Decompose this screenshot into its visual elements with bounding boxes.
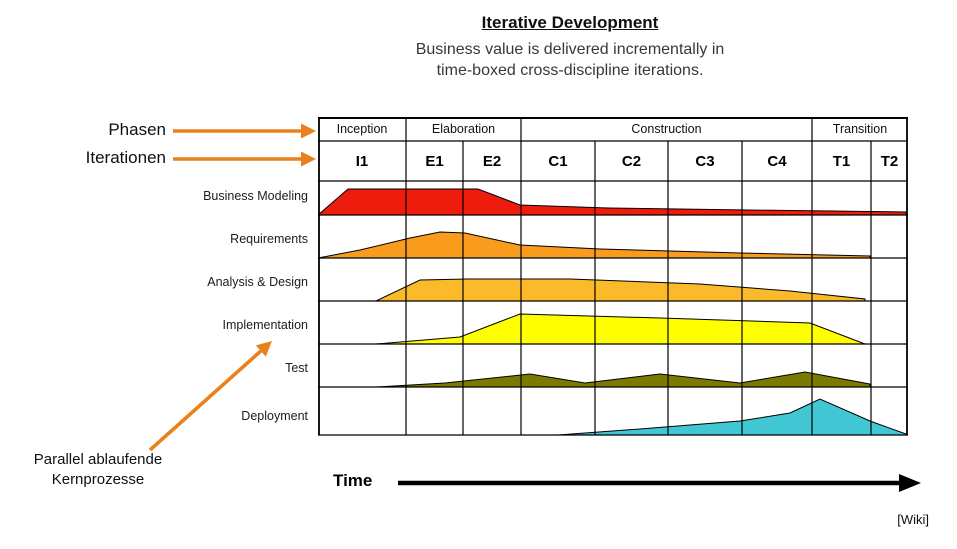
iteration-cell-t1: T1	[832, 152, 851, 170]
iteration-cell-e1: E1	[425, 152, 444, 170]
phasen-label: Phasen	[108, 120, 166, 139]
parallel-processes-label: Parallel ablaufende Kernprozesse	[4, 450, 192, 490]
phase-cell-inception: Inception	[336, 122, 388, 136]
diagram-title: Iterative Development	[481, 13, 659, 32]
phase-cell-elaboration: Elaboration	[431, 122, 496, 136]
hump-requirements	[318, 231, 871, 259]
discipline-label-implementation: Implementation	[222, 318, 308, 332]
discipline-label-test: Test	[285, 361, 308, 375]
hump-deployment	[557, 398, 907, 436]
rup-hump-chart: Inception Elaboration Construction Transiti…	[318, 117, 908, 440]
phase-cell-construction: Construction	[631, 122, 702, 136]
hump-business-modeling	[318, 188, 907, 216]
parallel-label-line2: Kernprozesse	[51, 471, 145, 488]
time-label: Time	[333, 471, 373, 490]
iteration-cell-c2: C2	[621, 152, 642, 170]
source-citation: [Wiki]	[897, 512, 929, 527]
discipline-label-requirements: Requirements	[230, 232, 308, 246]
title-block: Iterative Development Business value is …	[255, 13, 885, 81]
parallel-label-line1: Parallel ablaufende	[33, 451, 163, 468]
iteration-cell-c4: C4	[767, 152, 787, 170]
iterationen-arrow	[173, 151, 316, 167]
discipline-label-deployment: Deployment	[241, 409, 308, 423]
iteration-cell-i1: I1	[355, 152, 369, 170]
iteration-cell-e2: E2	[482, 152, 502, 170]
hump-analysis-design	[375, 278, 866, 302]
hump-implementation	[375, 313, 866, 345]
hump-test	[375, 371, 871, 388]
discipline-label-analysis-design: Analysis & Design	[207, 275, 308, 289]
time-arrow	[398, 474, 921, 492]
iterationen-label: Iterationen	[85, 148, 166, 167]
iteration-cell-c1: C1	[548, 152, 568, 170]
hump-chart-canvas	[318, 117, 908, 436]
parallel-processes-arrow	[148, 341, 272, 452]
diagram-subtitle-line1: Business value is delivered incrementall…	[415, 41, 725, 58]
phasen-arrow	[173, 123, 316, 139]
iteration-cell-c3: C3	[695, 152, 715, 170]
iteration-cell-t2: T2	[880, 152, 899, 170]
discipline-label-business-modeling: Business Modeling	[203, 189, 308, 203]
phase-cell-transition: Transition	[832, 122, 888, 136]
diagram-subtitle-line2: time-boxed cross-discipline iterations.	[436, 62, 704, 79]
